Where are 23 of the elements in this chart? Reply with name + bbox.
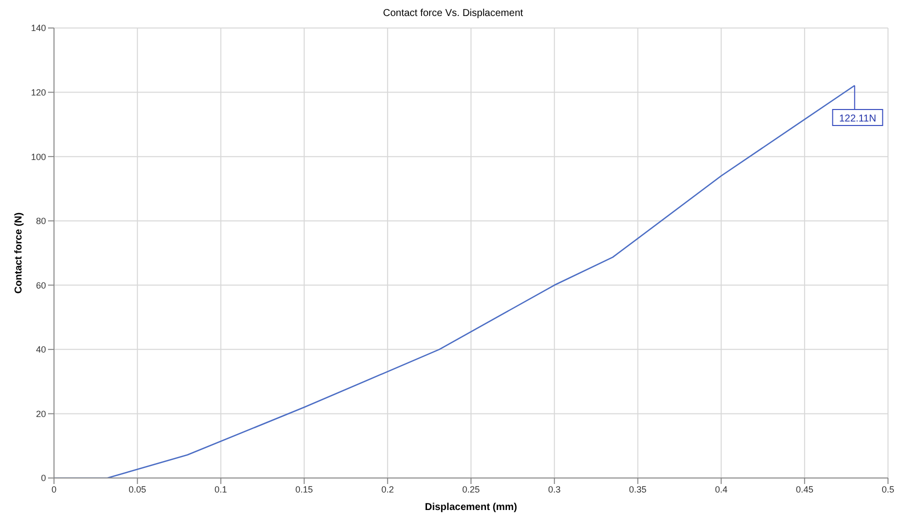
y-tick-label: 20 bbox=[36, 408, 46, 419]
x-tick-label: 0.2 bbox=[381, 484, 394, 494]
y-tick-label: 0 bbox=[40, 473, 46, 484]
x-tick-label: 0.15 bbox=[295, 484, 313, 494]
y-axis-title: Contact force (N) bbox=[14, 212, 25, 294]
y-tick-label: 60 bbox=[36, 280, 46, 290]
x-tick-label: 0.35 bbox=[629, 484, 647, 494]
y-tick-label: 100 bbox=[30, 152, 46, 162]
x-tick-label: 0.1 bbox=[214, 484, 228, 494]
y-tick-label: 40 bbox=[36, 344, 46, 355]
x-tick-label: 0.05 bbox=[128, 484, 146, 494]
y-tick-label: 80 bbox=[36, 216, 46, 226]
annotation: 122.11N bbox=[839, 114, 876, 125]
x-tick-label: 0 bbox=[51, 484, 57, 494]
x-tick-label: 0.25 bbox=[462, 484, 480, 494]
x-tick-label: 0.5 bbox=[882, 484, 894, 494]
x-tick-label: 0.4 bbox=[714, 484, 728, 494]
x-tick-label: 0.45 bbox=[796, 484, 814, 494]
x-axis-title: Displacement (mm) bbox=[424, 502, 518, 513]
y-tick-label: 120 bbox=[30, 87, 46, 98]
chart-title: Contact force Vs. Displacement bbox=[382, 8, 524, 21]
y-tick-label: 140 bbox=[30, 23, 46, 34]
x-tick-label: 0.3 bbox=[548, 484, 561, 494]
